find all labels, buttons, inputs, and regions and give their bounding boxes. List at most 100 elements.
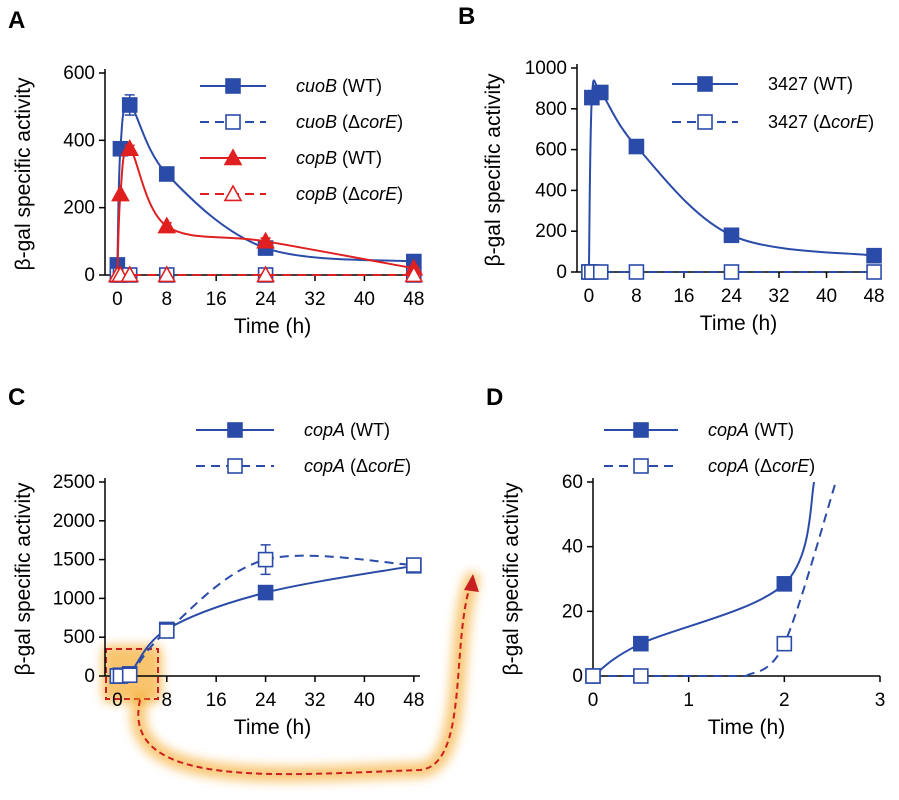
x-tick-label: 24 bbox=[255, 690, 277, 711]
data-point bbox=[628, 138, 645, 155]
x-tick-label: 8 bbox=[161, 289, 172, 310]
y-tick-label: 2500 bbox=[53, 472, 95, 493]
x-tick-label: 3 bbox=[875, 690, 886, 711]
y-tick-label: 200 bbox=[535, 221, 567, 242]
legend-gene: copB bbox=[296, 184, 337, 204]
x-tick-label: 24 bbox=[721, 286, 743, 307]
legend-gene: copA bbox=[708, 456, 749, 476]
x-tick-label: 48 bbox=[403, 289, 424, 310]
chart-panel-b: B 0 200 400 600 800 1000 0 8 16 24 32 40 48 Time (h) β-… bbox=[458, 3, 885, 335]
x-tick-label: 48 bbox=[403, 690, 424, 711]
legend-gene: copA bbox=[708, 420, 749, 440]
legend-label: cuoB (ΔcorE) bbox=[296, 112, 403, 132]
legend-gene: copA bbox=[304, 420, 345, 440]
x-tick-label: 0 bbox=[112, 690, 123, 711]
series-line bbox=[593, 482, 816, 677]
legend-label: copA (ΔcorE) bbox=[304, 456, 411, 476]
series-copA-wt bbox=[585, 482, 816, 684]
legend-label: copA (ΔcorE) bbox=[708, 456, 815, 476]
legend-label: copB (WT) bbox=[296, 148, 382, 168]
y-tick-label: 2000 bbox=[53, 511, 95, 532]
zoom-arrow-head bbox=[464, 574, 479, 592]
legend-marker bbox=[633, 458, 649, 474]
legend-strain: (WT) bbox=[337, 76, 382, 96]
y-axis-label: β-gal specific activity bbox=[12, 77, 35, 270]
legend-strain: (WT) bbox=[808, 74, 853, 94]
series-copA-mutant bbox=[109, 544, 422, 684]
x-tick-label: 16 bbox=[206, 289, 227, 310]
legend-marker bbox=[225, 78, 241, 94]
data-point bbox=[158, 623, 175, 639]
legend-gene: cuoB bbox=[296, 112, 337, 132]
legend-strain: (Δ bbox=[345, 456, 368, 476]
x-tick-label: 8 bbox=[631, 286, 642, 307]
x-axis-label: Time (h) bbox=[708, 716, 785, 739]
series-copA-mutant bbox=[585, 482, 837, 684]
legend-strain-gene: corE bbox=[368, 456, 406, 476]
data-point bbox=[257, 584, 274, 601]
y-axis-label: β-gal specific activity bbox=[482, 73, 505, 266]
y-tick-label: 500 bbox=[63, 627, 95, 648]
chart-panel-a: A 0 200 400 600 0 8 16 24 32 40 48 Time (h) β-gal spe… bbox=[8, 7, 424, 338]
x-tick-label: 16 bbox=[206, 690, 227, 711]
panel-letter: B bbox=[458, 3, 475, 30]
zoom-highlight bbox=[102, 572, 480, 783]
x-tick-label: 48 bbox=[863, 286, 884, 307]
legend-label: copA (WT) bbox=[304, 420, 390, 440]
x-tick-label: 2 bbox=[779, 690, 790, 711]
data-point bbox=[592, 84, 609, 101]
chart-panel-d: D 0 20 40 60 0 1 2 3 Time (h) β-gal specific activ… bbox=[486, 384, 885, 739]
legend-gene: cuoB bbox=[296, 76, 337, 96]
series-line bbox=[587, 79, 875, 273]
data-point bbox=[404, 265, 424, 283]
legend-strain-end: ) bbox=[397, 112, 403, 132]
zoom-arrow-glow bbox=[130, 572, 480, 783]
legend-strain-gene: corE bbox=[360, 184, 398, 204]
x-tick-label: 0 bbox=[112, 289, 123, 310]
y-axis-label: β-gal specific activity bbox=[500, 482, 523, 675]
legend-gene: 3427 bbox=[768, 74, 808, 94]
series-line bbox=[116, 103, 414, 265]
data-point bbox=[121, 667, 138, 684]
panel-letter: D bbox=[486, 384, 503, 411]
legend-strain-end: ) bbox=[868, 112, 874, 132]
legend-strain: (Δ bbox=[337, 184, 360, 204]
x-tick-label: 40 bbox=[354, 289, 375, 310]
legend-gene: 3427 bbox=[768, 112, 808, 132]
data-point bbox=[633, 668, 649, 684]
data-point bbox=[628, 264, 645, 280]
data-point bbox=[111, 184, 130, 202]
legend-strain: (Δ bbox=[808, 112, 831, 132]
legend-label: 3427 (ΔcorE) bbox=[768, 112, 874, 132]
legend-label: copB (ΔcorE) bbox=[296, 184, 403, 204]
x-tick-label: 24 bbox=[255, 289, 277, 310]
y-tick-label: 400 bbox=[535, 180, 567, 201]
data-point bbox=[723, 227, 740, 244]
x-tick-label: 1 bbox=[683, 690, 694, 711]
data-point bbox=[776, 635, 793, 652]
y-tick-label: 1000 bbox=[53, 588, 95, 609]
legend-strain: (WT) bbox=[749, 420, 794, 440]
legend-marker bbox=[223, 148, 243, 166]
x-tick-label: 8 bbox=[161, 690, 172, 711]
data-point bbox=[776, 576, 793, 592]
data-point bbox=[158, 166, 175, 182]
data-point bbox=[157, 265, 177, 283]
legend-strain: (Δ bbox=[337, 112, 360, 132]
legend-strain-end: ) bbox=[809, 456, 815, 476]
data-point bbox=[866, 247, 882, 264]
data-point bbox=[256, 265, 275, 283]
y-tick-label: 800 bbox=[535, 99, 567, 120]
x-tick-label: 32 bbox=[304, 289, 325, 310]
legend-strain-end: ) bbox=[397, 184, 403, 204]
x-tick-label: 0 bbox=[584, 286, 595, 307]
data-point bbox=[592, 264, 609, 280]
data-point bbox=[585, 668, 601, 684]
series-3427-mutant bbox=[581, 264, 882, 280]
data-point bbox=[866, 264, 882, 280]
data-point bbox=[120, 265, 140, 283]
panel-letter: A bbox=[8, 7, 25, 34]
legend-marker bbox=[223, 184, 243, 202]
y-tick-label: 0 bbox=[572, 666, 583, 687]
